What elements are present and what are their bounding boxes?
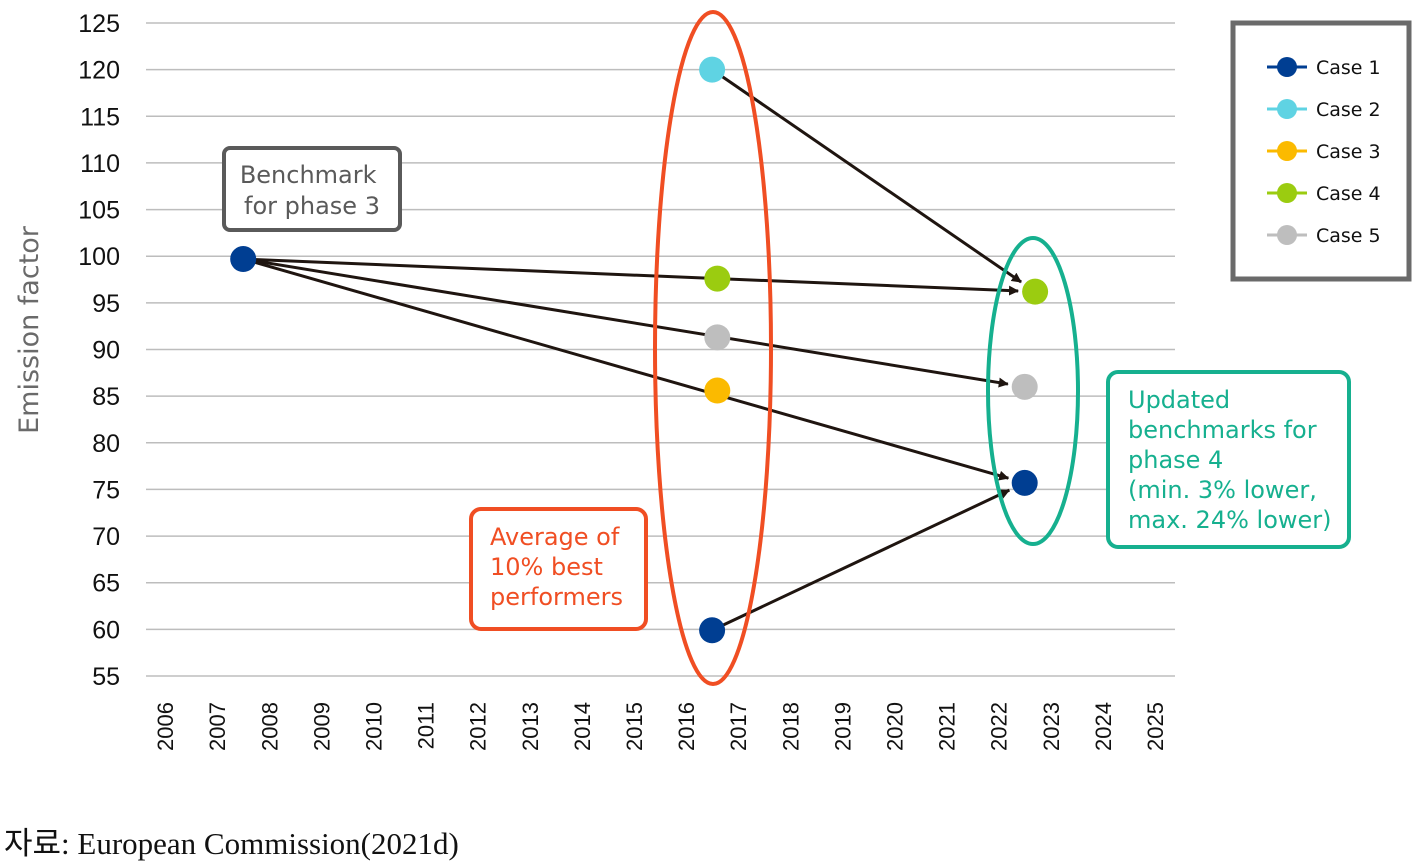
legend-label-case-3: Case 3 <box>1316 141 1381 163</box>
arrow <box>243 257 1019 296</box>
phase4-line: Updated <box>1128 386 1230 414</box>
x-tick-label: 2016 <box>674 702 699 751</box>
legend-marker-case-5 <box>1277 225 1297 245</box>
x-tick-label: 2008 <box>257 702 282 751</box>
phase3-line: for phase 3 <box>244 192 380 220</box>
gridlines <box>146 22 1175 677</box>
phase4-line: (min. 3% lower, <box>1128 476 1317 504</box>
legend-marker-case-1 <box>1277 57 1297 77</box>
phase4-text: Updated benchmarks for phase 4 (min. 3% … <box>1128 386 1332 534</box>
x-tick-label: 2014 <box>570 702 595 751</box>
data-points <box>230 56 1049 644</box>
legend-marker-case-3 <box>1277 141 1297 161</box>
legend-label-case-1: Case 1 <box>1316 57 1381 79</box>
legend-label-case-2: Case 2 <box>1316 99 1381 121</box>
legend-label-case-5: Case 5 <box>1316 225 1381 247</box>
x-tick-label: 2023 <box>1039 702 1064 751</box>
phase4-line: max. 24% lower) <box>1128 506 1332 534</box>
y-tick-label: 105 <box>78 197 120 225</box>
point-case-4 <box>704 265 731 292</box>
point-case-1 <box>699 617 726 644</box>
legend-label-case-4: Case 4 <box>1316 183 1381 205</box>
y-tick-label: 80 <box>92 430 120 458</box>
y-tick-label: 55 <box>92 663 120 691</box>
point-case-3 <box>704 377 731 404</box>
legend-box <box>1230 20 1412 282</box>
x-tick-label: 2013 <box>518 702 543 751</box>
x-tick-label: 2024 <box>1091 702 1116 751</box>
y-tick-label: 110 <box>80 150 120 178</box>
x-tick-label: 2022 <box>987 702 1012 751</box>
x-tick-label: 2011 <box>414 702 439 749</box>
y-tick-label: 60 <box>92 616 120 644</box>
x-tick-label: 2018 <box>778 702 803 751</box>
best-line: 10% best <box>490 553 603 581</box>
y-tick-label: 75 <box>92 476 120 504</box>
point-case-1 <box>1011 469 1038 496</box>
best-line: Average of <box>490 523 620 551</box>
phase3-box <box>222 146 402 232</box>
y-tick-label: 85 <box>92 383 120 411</box>
x-tick-label: 2012 <box>466 702 491 751</box>
y-axis-ticks: 55 60 65 70 75 80 85 90 95 100 105 110 115 120 125 <box>78 10 120 691</box>
x-axis-ticks: 2006 2007 2008 2009 2010 2011 2012 2013 2014 2015… <box>153 702 1168 751</box>
arrow <box>242 257 1009 388</box>
source-caption: 자료: European Commission(2021d) <box>4 826 459 861</box>
x-tick-label: 2019 <box>830 702 855 751</box>
best-box <box>469 507 648 631</box>
x-tick-label: 2007 <box>205 702 230 751</box>
phase4-line: phase 4 <box>1128 446 1223 474</box>
y-tick-label: 125 <box>78 10 120 38</box>
x-tick-label: 2015 <box>622 702 647 751</box>
phase4-line: benchmarks for <box>1128 416 1317 444</box>
phase4-box <box>1106 370 1351 549</box>
legend-marker-case-4 <box>1277 183 1297 203</box>
chart: 55 60 65 70 75 80 85 90 95 100 105 110 115 120 125 200… <box>14 10 1412 751</box>
x-tick-label: 2010 <box>361 702 386 751</box>
x-tick-label: 2006 <box>153 702 178 751</box>
y-tick-label: 120 <box>78 57 120 85</box>
point-case-4 <box>1022 278 1049 305</box>
y-tick-label: 115 <box>80 103 120 131</box>
y-tick-label: 90 <box>92 337 120 365</box>
phase3-line: Benchmark <box>240 161 377 189</box>
x-tick-label: 2020 <box>882 702 907 751</box>
y-tick-label: 100 <box>78 243 120 271</box>
point-case-5 <box>704 324 731 351</box>
best-text: Average of 10% best performers <box>490 523 627 611</box>
best-performers-ellipse <box>653 10 773 686</box>
arrows <box>242 68 1022 632</box>
point-case-2 <box>699 56 726 83</box>
legend-marker-case-2 <box>1277 99 1297 119</box>
legend: Case 1 Case 2 Case 3 Case 4 Case 5 <box>1267 57 1381 247</box>
best-line: performers <box>490 583 623 611</box>
y-tick-label: 95 <box>92 290 120 318</box>
x-tick-label: 2021 <box>935 702 960 751</box>
y-tick-label: 70 <box>92 523 120 551</box>
x-tick-label: 2025 <box>1143 702 1168 751</box>
point-case-1 <box>230 246 257 273</box>
point-case-5 <box>1011 373 1038 400</box>
x-tick-label: 2009 <box>309 702 334 751</box>
y-tick-label: 65 <box>92 570 120 598</box>
phase4-ellipse <box>986 236 1080 546</box>
arrow <box>711 488 1011 632</box>
arrow <box>242 257 1010 481</box>
x-tick-label: 2017 <box>726 702 751 751</box>
phase3-text: Benchmark for phase 3 <box>240 161 384 220</box>
y-axis-label: Emission factor <box>14 225 45 434</box>
arrow <box>711 68 1022 284</box>
